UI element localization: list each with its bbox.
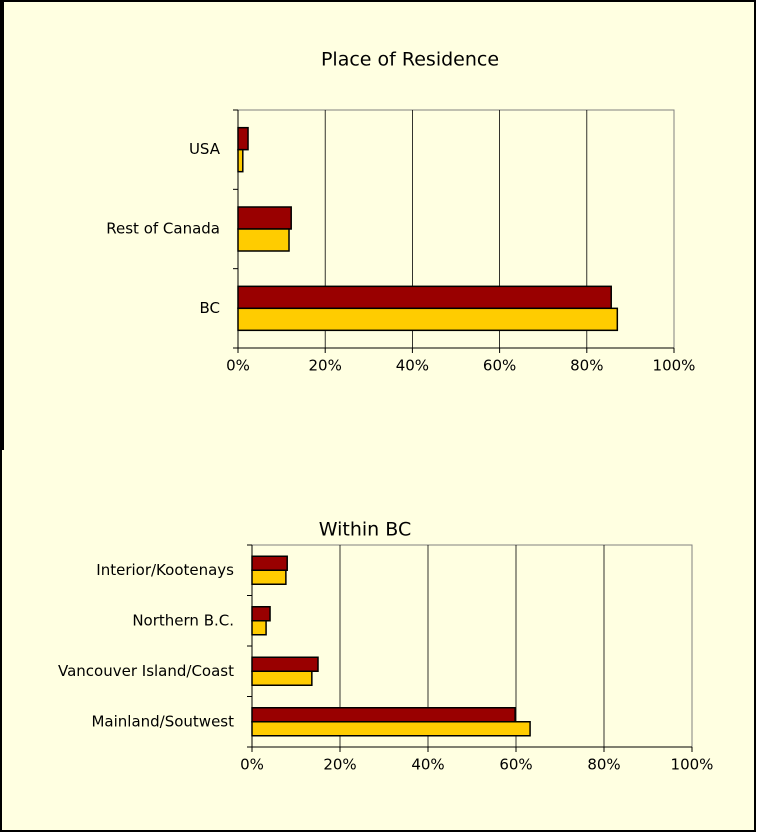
x-tick-label: 0% [226, 357, 250, 375]
bar [237, 228, 290, 252]
bar [251, 656, 319, 672]
x-tick-label: 0% [240, 756, 264, 774]
bar [251, 555, 288, 571]
bar [251, 721, 531, 737]
x-tick-label: 80% [570, 357, 603, 375]
bar [251, 707, 516, 723]
bar [237, 126, 249, 151]
y-tick-label: USA [189, 140, 221, 158]
chart-title: Within BC [319, 519, 411, 541]
bar [237, 307, 619, 332]
x-tick-label: 100% [671, 756, 714, 774]
y-tick-label: BC [199, 299, 220, 317]
bar [251, 569, 287, 585]
x-tick-label: 40% [411, 756, 444, 774]
x-tick-label: 60% [483, 357, 516, 375]
edge [0, 0, 4, 450]
y-tick-label: Mainland/Soutwest [91, 712, 234, 730]
bar [251, 670, 313, 686]
bar [251, 620, 267, 636]
x-tick-label: 100% [653, 357, 696, 375]
y-tick-label: Rest of Canada [106, 220, 220, 238]
x-tick-label: 40% [396, 357, 429, 375]
bar [237, 148, 244, 173]
y-tick-label: Northern B.C. [132, 611, 234, 629]
bar [237, 285, 612, 310]
chart-title: Place of Residence [321, 49, 499, 71]
bar [237, 206, 292, 230]
y-tick-label: Interior/Kootenays [96, 561, 234, 579]
y-tick-label: Vancouver Island/Coast [58, 662, 234, 680]
bar [251, 606, 271, 622]
x-tick-label: 20% [309, 357, 342, 375]
x-tick-label: 80% [587, 756, 620, 774]
x-tick-label: 20% [323, 756, 356, 774]
x-tick-label: 60% [499, 756, 532, 774]
